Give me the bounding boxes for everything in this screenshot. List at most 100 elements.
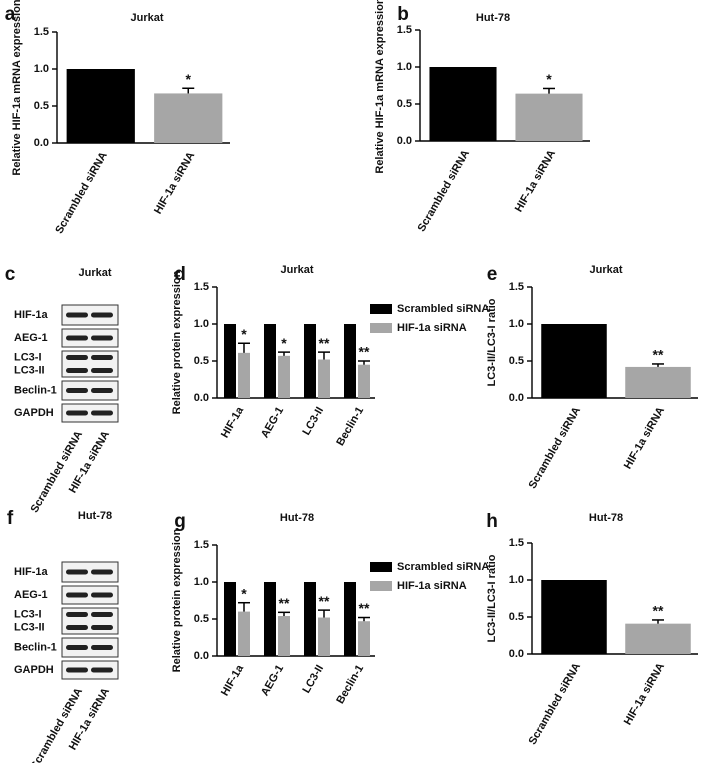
- band: [66, 625, 88, 630]
- y-axis-label: LC3-II/LC3-I ratio: [486, 298, 498, 386]
- bar: [278, 616, 290, 656]
- band-label: AEG-1: [14, 332, 48, 344]
- panel-letter: a: [5, 4, 16, 25]
- band: [91, 335, 113, 341]
- x-tick-label: Beclin-1: [334, 405, 366, 448]
- band: [66, 667, 88, 673]
- bar: [238, 611, 250, 656]
- y-tick-label: 0.0: [509, 648, 524, 660]
- blot-box: [61, 380, 119, 401]
- band-label: Beclin-1: [14, 384, 57, 396]
- bar: [224, 324, 236, 398]
- legend-label: Scrambled siRNA: [397, 561, 489, 573]
- x-tick-label: AEG-1: [259, 405, 286, 440]
- band: [66, 335, 88, 341]
- band: [91, 569, 113, 575]
- y-axis-label: Relative protein expression: [171, 270, 183, 414]
- bar: [154, 93, 223, 143]
- legend-label: HIF-1a siRNA: [397, 580, 467, 592]
- panel-letter: b: [397, 4, 409, 25]
- chart-title: Jurkat: [280, 264, 313, 276]
- y-tick-label: 1.0: [509, 574, 524, 586]
- x-tick-label: Scrambled siRNA: [53, 150, 110, 236]
- y-axis-label: LC3-II/LC3-I ratio: [486, 554, 498, 642]
- y-axis-label: Relative protein expression: [171, 528, 183, 672]
- y-tick-label: 1.5: [194, 281, 209, 293]
- bar: [264, 582, 276, 656]
- y-tick-label: 1.5: [397, 24, 412, 36]
- significance: *: [546, 71, 552, 87]
- band: [66, 645, 88, 650]
- band-label: AEG-1: [14, 589, 48, 601]
- significance: **: [279, 595, 290, 611]
- significance: **: [319, 335, 330, 351]
- legend-swatch: [370, 304, 392, 314]
- chart-title: Hut-78: [280, 512, 314, 524]
- y-tick-label: 0.5: [194, 355, 209, 367]
- band: [91, 645, 113, 650]
- y-axis-label: Relative HIF-1a mRNA expression: [374, 0, 386, 174]
- panel-letter: g: [174, 511, 186, 532]
- band-label: Beclin-1: [14, 641, 57, 653]
- band: [66, 355, 88, 360]
- blot-box: [61, 328, 119, 348]
- blot-box: [61, 304, 119, 326]
- bar: [318, 617, 330, 656]
- band: [91, 625, 113, 630]
- significance: *: [241, 326, 247, 342]
- band: [91, 368, 113, 373]
- legend-swatch: [370, 323, 392, 333]
- panel-letter: c: [5, 264, 16, 285]
- blot-box: [61, 350, 119, 378]
- panel-letter: f: [7, 508, 14, 529]
- panel-letter: e: [487, 264, 498, 285]
- bar: [625, 623, 691, 654]
- x-tick-label: HIF-1a siRNA: [622, 405, 667, 471]
- bar: [541, 324, 607, 398]
- x-tick-label: Scrambled siRNA: [527, 661, 584, 747]
- band-label: GAPDH: [14, 664, 54, 676]
- significance: **: [359, 344, 370, 360]
- band: [91, 388, 113, 393]
- y-tick-label: 0.5: [194, 613, 209, 625]
- significance: *: [186, 71, 192, 87]
- legend-swatch: [370, 562, 392, 572]
- x-tick-label: HIF-1a siRNA: [513, 148, 558, 214]
- panel-letter: d: [174, 264, 186, 285]
- y-tick-label: 0.5: [509, 611, 524, 623]
- band: [66, 368, 88, 373]
- blot-box: [61, 660, 119, 680]
- y-tick-label: 1.5: [34, 26, 49, 38]
- significance: **: [653, 347, 664, 363]
- band-label: LC3-I: [14, 608, 42, 620]
- y-tick-label: 0.0: [509, 392, 524, 404]
- y-tick-label: 1.0: [397, 61, 412, 73]
- y-tick-label: 0.5: [34, 100, 49, 112]
- bar: [264, 324, 276, 398]
- blot-box: [61, 561, 119, 583]
- band: [66, 388, 88, 393]
- blot-box: [61, 637, 119, 658]
- band: [91, 312, 113, 318]
- blot-box: [61, 585, 119, 605]
- band: [66, 410, 88, 416]
- significance: *: [241, 585, 247, 601]
- band-label: LC3-II: [14, 621, 45, 633]
- y-tick-label: 1.0: [34, 63, 49, 75]
- chart-title: Hut-78: [589, 512, 623, 524]
- band: [91, 667, 113, 673]
- bar: [66, 69, 135, 143]
- bar: [358, 364, 370, 398]
- bar: [515, 93, 583, 141]
- x-tick-label: LC3-II: [300, 405, 326, 437]
- band-label: LC3-I: [14, 351, 42, 363]
- y-tick-label: 1.0: [194, 576, 209, 588]
- bar: [344, 582, 356, 656]
- blot-box: [61, 403, 119, 423]
- bar: [304, 582, 316, 656]
- bar: [625, 366, 691, 398]
- y-tick-label: 0.0: [397, 135, 412, 147]
- chart-title: Hut-78: [476, 12, 510, 24]
- band-label: GAPDH: [14, 407, 54, 419]
- y-tick-label: 0.0: [34, 137, 49, 149]
